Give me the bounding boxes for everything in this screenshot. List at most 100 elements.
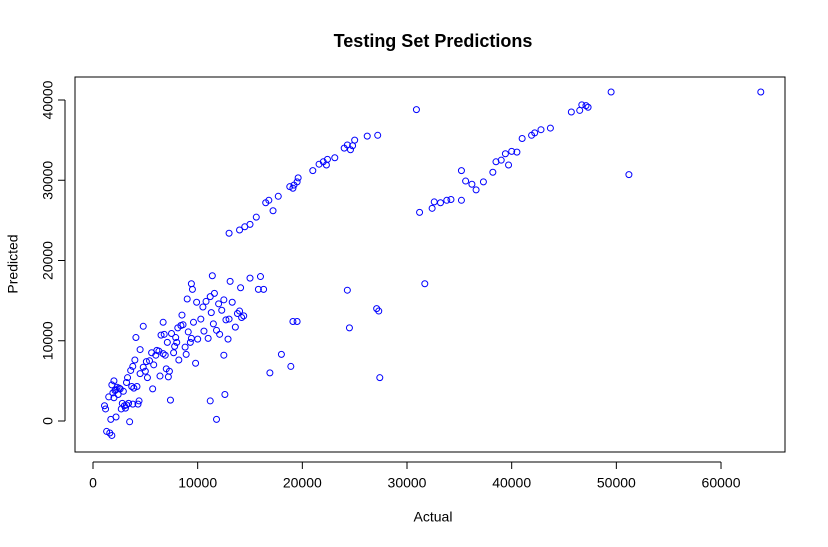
point [186, 338, 194, 346]
point [139, 322, 147, 330]
x-tick-label: 30000 [388, 475, 427, 491]
point [331, 154, 339, 162]
point [157, 331, 165, 339]
point [163, 338, 171, 346]
point [133, 382, 141, 390]
x-tick-label: 0 [89, 475, 97, 491]
point [220, 351, 228, 359]
point [159, 350, 167, 358]
point [508, 147, 516, 155]
point [582, 102, 590, 110]
point [171, 342, 179, 350]
point [146, 357, 154, 365]
point [376, 374, 384, 382]
point [277, 350, 285, 358]
point [102, 405, 110, 413]
point [210, 289, 218, 297]
point [501, 150, 509, 158]
point [309, 167, 317, 175]
point [567, 108, 575, 116]
point [150, 361, 158, 369]
point [139, 363, 147, 371]
point [323, 155, 331, 163]
point [200, 327, 208, 335]
point [101, 402, 109, 410]
point [105, 393, 113, 401]
point [224, 335, 232, 343]
point [128, 382, 136, 390]
point [289, 184, 297, 192]
point [274, 192, 282, 200]
x-tick-label: 20000 [283, 475, 322, 491]
point [757, 88, 765, 96]
point [209, 320, 217, 328]
point [132, 334, 140, 342]
point [462, 177, 470, 185]
point [222, 316, 230, 324]
point [254, 285, 262, 293]
point [165, 367, 173, 375]
x-tick-label: 50000 [597, 475, 636, 491]
point [149, 385, 157, 393]
point [246, 220, 254, 228]
point [497, 156, 505, 164]
point [199, 303, 207, 311]
point [207, 309, 215, 317]
point [416, 208, 424, 216]
point [240, 312, 248, 320]
y-tick-label: 10000 [40, 321, 56, 360]
point [156, 372, 164, 380]
point [188, 285, 196, 293]
point [131, 356, 139, 364]
point [122, 378, 130, 386]
point [218, 306, 226, 314]
point [238, 313, 246, 321]
point [110, 377, 118, 385]
point [443, 196, 451, 204]
point [457, 196, 465, 204]
point [172, 334, 180, 342]
point [518, 135, 526, 143]
point [208, 272, 216, 280]
point [537, 126, 545, 134]
point [546, 124, 554, 132]
point [189, 318, 197, 326]
point [166, 396, 174, 404]
point [112, 413, 120, 421]
point [226, 277, 234, 285]
point [179, 321, 187, 329]
point [184, 328, 192, 336]
point [231, 323, 239, 331]
point [121, 404, 129, 412]
point [192, 359, 200, 367]
point [159, 318, 167, 326]
point [246, 274, 254, 282]
point [194, 335, 202, 343]
point [124, 374, 132, 382]
point [374, 131, 382, 139]
point [236, 226, 244, 234]
point [266, 369, 274, 377]
point [513, 148, 521, 156]
point [437, 199, 445, 207]
point [265, 196, 273, 204]
point [625, 171, 633, 179]
point [457, 167, 465, 175]
point [412, 106, 420, 114]
point [225, 315, 233, 323]
point [421, 280, 429, 288]
chart-title: Testing Set Predictions [334, 31, 533, 51]
point [181, 343, 189, 351]
point [531, 129, 539, 137]
point [578, 101, 586, 109]
point [136, 346, 144, 354]
point [345, 324, 353, 332]
point [175, 356, 183, 364]
y-tick-label: 20000 [40, 241, 56, 280]
point [122, 401, 130, 409]
point [143, 374, 151, 382]
point [236, 307, 244, 315]
point [183, 295, 191, 303]
point [127, 366, 135, 374]
